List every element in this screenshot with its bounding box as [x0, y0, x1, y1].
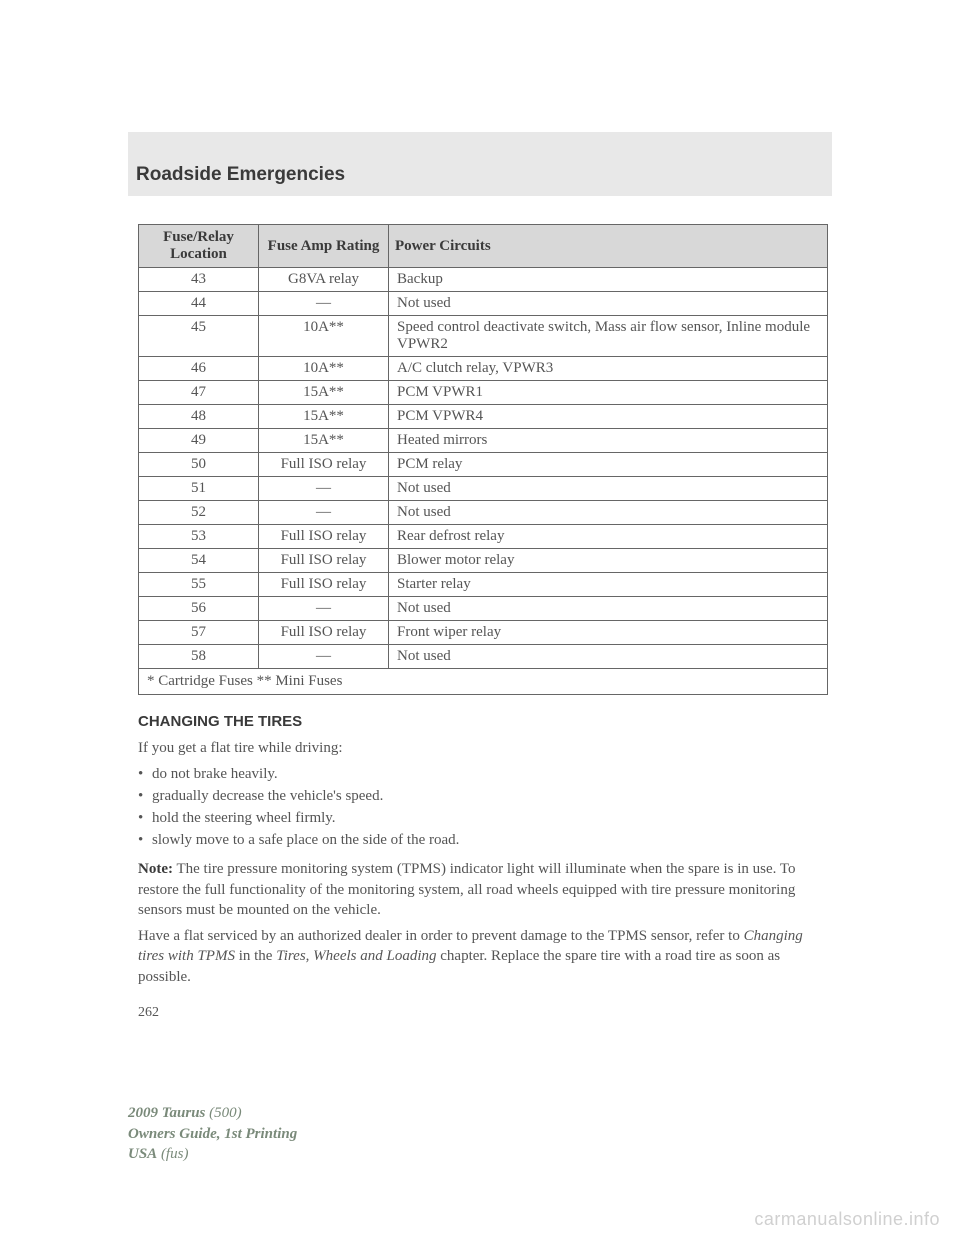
table-cell: Backup [389, 268, 828, 292]
table-cell: 46 [139, 357, 259, 381]
table-footnote: * Cartridge Fuses ** Mini Fuses [139, 669, 828, 695]
footer-model-suffix: (500) [205, 1105, 241, 1121]
table-cell: Not used [389, 477, 828, 501]
table-cell: Not used [389, 597, 828, 621]
header-band: Roadside Emergencies [128, 132, 832, 196]
table-cell: 43 [139, 268, 259, 292]
table-row: 53Full ISO relayRear defrost relay [139, 525, 828, 549]
table-cell: — [259, 645, 389, 669]
changing-tires-heading: CHANGING THE TIRES [138, 713, 828, 730]
table-row: 56—Not used [139, 597, 828, 621]
footer-guide: Owners Guide, 1st Printing [128, 1124, 297, 1144]
list-item: gradually decrease the vehicle's speed. [138, 786, 828, 808]
table-cell: Rear defrost relay [389, 525, 828, 549]
table-row: 44—Not used [139, 292, 828, 316]
col-header-rating: Fuse Amp Rating [259, 225, 389, 268]
table-cell: Speed control deactivate switch, Mass ai… [389, 316, 828, 357]
page-content: Fuse/Relay Location Fuse Amp Rating Powe… [138, 224, 828, 1021]
table-cell: 48 [139, 405, 259, 429]
para2-b: in the [235, 948, 276, 964]
intro-paragraph: If you get a flat tire while driving: [138, 738, 828, 758]
table-cell: 15A** [259, 381, 389, 405]
note-text: The tire pressure monitoring system (TPM… [138, 861, 795, 918]
table-cell: PCM VPWR4 [389, 405, 828, 429]
table-row: 4510A**Speed control deactivate switch, … [139, 316, 828, 357]
table-row: 57Full ISO relayFront wiper relay [139, 621, 828, 645]
table-cell: Heated mirrors [389, 429, 828, 453]
para2-a: Have a flat serviced by an authorized de… [138, 928, 744, 944]
table-row: 51—Not used [139, 477, 828, 501]
table-cell: Not used [389, 501, 828, 525]
body-text: CHANGING THE TIRES If you get a flat tir… [138, 713, 828, 1021]
table-row: 4915A**Heated mirrors [139, 429, 828, 453]
list-item: slowly move to a safe place on the side … [138, 830, 828, 852]
table-cell: Full ISO relay [259, 573, 389, 597]
table-row: 52—Not used [139, 501, 828, 525]
table-row: 50Full ISO relayPCM relay [139, 453, 828, 477]
table-row: 58—Not used [139, 645, 828, 669]
para2: Have a flat serviced by an authorized de… [138, 926, 828, 987]
table-cell: 54 [139, 549, 259, 573]
table-row: 54Full ISO relayBlower motor relay [139, 549, 828, 573]
col-header-location: Fuse/Relay Location [139, 225, 259, 268]
table-cell: Not used [389, 292, 828, 316]
table-cell: 55 [139, 573, 259, 597]
table-footnote-row: * Cartridge Fuses ** Mini Fuses [139, 669, 828, 695]
watermark: carmanualsonline.info [754, 1209, 940, 1230]
footer-region-bold: USA [128, 1146, 157, 1162]
footer-model: 2009 Taurus [128, 1105, 205, 1121]
table-cell: Not used [389, 645, 828, 669]
footer-region-suffix: (fus) [157, 1146, 188, 1162]
table-cell: 51 [139, 477, 259, 501]
table-cell: Blower motor relay [389, 549, 828, 573]
table-cell: 45 [139, 316, 259, 357]
page-number: 262 [138, 1005, 828, 1021]
table-cell: A/C clutch relay, VPWR3 [389, 357, 828, 381]
table-cell: 47 [139, 381, 259, 405]
table-cell: 56 [139, 597, 259, 621]
list-item: hold the steering wheel firmly. [138, 808, 828, 830]
table-cell: 49 [139, 429, 259, 453]
table-row: 4715A**PCM VPWR1 [139, 381, 828, 405]
table-cell: 53 [139, 525, 259, 549]
table-cell: Full ISO relay [259, 525, 389, 549]
table-cell: 44 [139, 292, 259, 316]
bullet-list: do not brake heavily.gradually decrease … [138, 764, 828, 851]
table-cell: — [259, 501, 389, 525]
table-cell: PCM VPWR1 [389, 381, 828, 405]
table-row: 55Full ISO relayStarter relay [139, 573, 828, 597]
note-label: Note: [138, 861, 173, 877]
table-cell: Starter relay [389, 573, 828, 597]
table-cell: G8VA relay [259, 268, 389, 292]
table-row: 43G8VA relayBackup [139, 268, 828, 292]
table-header-row: Fuse/Relay Location Fuse Amp Rating Powe… [139, 225, 828, 268]
table-cell: Front wiper relay [389, 621, 828, 645]
table-cell: 10A** [259, 357, 389, 381]
table-row: 4610A**A/C clutch relay, VPWR3 [139, 357, 828, 381]
table-cell: — [259, 597, 389, 621]
footer-line3: USA (fus) [128, 1144, 297, 1164]
table-cell: — [259, 477, 389, 501]
table-cell: 58 [139, 645, 259, 669]
table-cell: 10A** [259, 316, 389, 357]
fuse-table: Fuse/Relay Location Fuse Amp Rating Powe… [138, 224, 828, 695]
table-cell: Full ISO relay [259, 621, 389, 645]
table-cell: Full ISO relay [259, 453, 389, 477]
table-cell: 57 [139, 621, 259, 645]
table-cell: 15A** [259, 429, 389, 453]
section-title: Roadside Emergencies [136, 164, 345, 186]
table-row: 4815A**PCM VPWR4 [139, 405, 828, 429]
col-header-circuits: Power Circuits [389, 225, 828, 268]
table-cell: PCM relay [389, 453, 828, 477]
footer: 2009 Taurus (500) Owners Guide, 1st Prin… [128, 1103, 297, 1164]
table-cell: 52 [139, 501, 259, 525]
footer-line1: 2009 Taurus (500) [128, 1103, 297, 1123]
para2-i2: Tires, Wheels and Loading [276, 948, 436, 964]
table-cell: Full ISO relay [259, 549, 389, 573]
table-cell: — [259, 292, 389, 316]
table-cell: 50 [139, 453, 259, 477]
table-cell: 15A** [259, 405, 389, 429]
note-paragraph: Note: The tire pressure monitoring syste… [138, 859, 828, 920]
list-item: do not brake heavily. [138, 764, 828, 786]
